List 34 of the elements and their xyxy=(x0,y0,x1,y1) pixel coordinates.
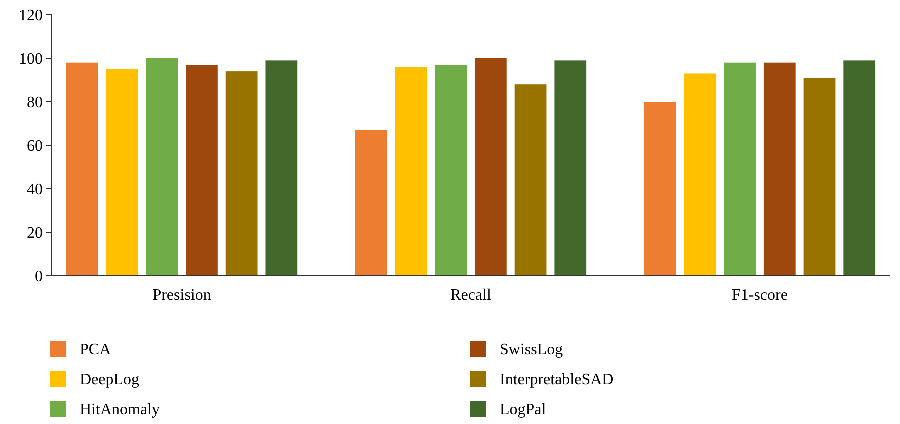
x-tick-label: F1-score xyxy=(732,287,788,304)
bar xyxy=(724,62,756,276)
y-tick-label: 100 xyxy=(19,51,43,68)
bar xyxy=(684,74,716,276)
y-tick-label: 60 xyxy=(27,138,43,156)
y-tick-label: 120 xyxy=(19,8,43,25)
bar xyxy=(355,130,388,276)
bar xyxy=(266,60,298,276)
bar xyxy=(644,102,676,276)
y-tick-label: 20 xyxy=(27,225,43,242)
legend-label: InterpretableSAD xyxy=(500,372,614,389)
legend-label: HitAnomaly xyxy=(80,402,160,419)
legend-label: PCA xyxy=(80,342,112,359)
y-tick-label: 0 xyxy=(35,268,43,286)
bar xyxy=(146,58,178,276)
legend-label: SwissLog xyxy=(500,342,564,359)
x-tick-label: Presision xyxy=(152,287,212,304)
y-tick-label: 80 xyxy=(27,94,43,112)
bar xyxy=(186,65,218,276)
bar xyxy=(804,78,836,276)
legend-label: DeepLog xyxy=(80,372,140,389)
bar xyxy=(844,60,876,276)
bar xyxy=(554,60,587,276)
bar xyxy=(106,69,138,276)
bar xyxy=(474,58,507,276)
bar xyxy=(435,65,468,276)
y-tick-label: 40 xyxy=(27,182,43,199)
bar xyxy=(395,67,428,276)
bar xyxy=(764,62,796,276)
bar xyxy=(514,84,547,276)
bar xyxy=(66,62,98,276)
x-tick-label: Recall xyxy=(450,287,492,304)
legend-label: LogPal xyxy=(500,402,547,419)
bar xyxy=(226,72,258,276)
